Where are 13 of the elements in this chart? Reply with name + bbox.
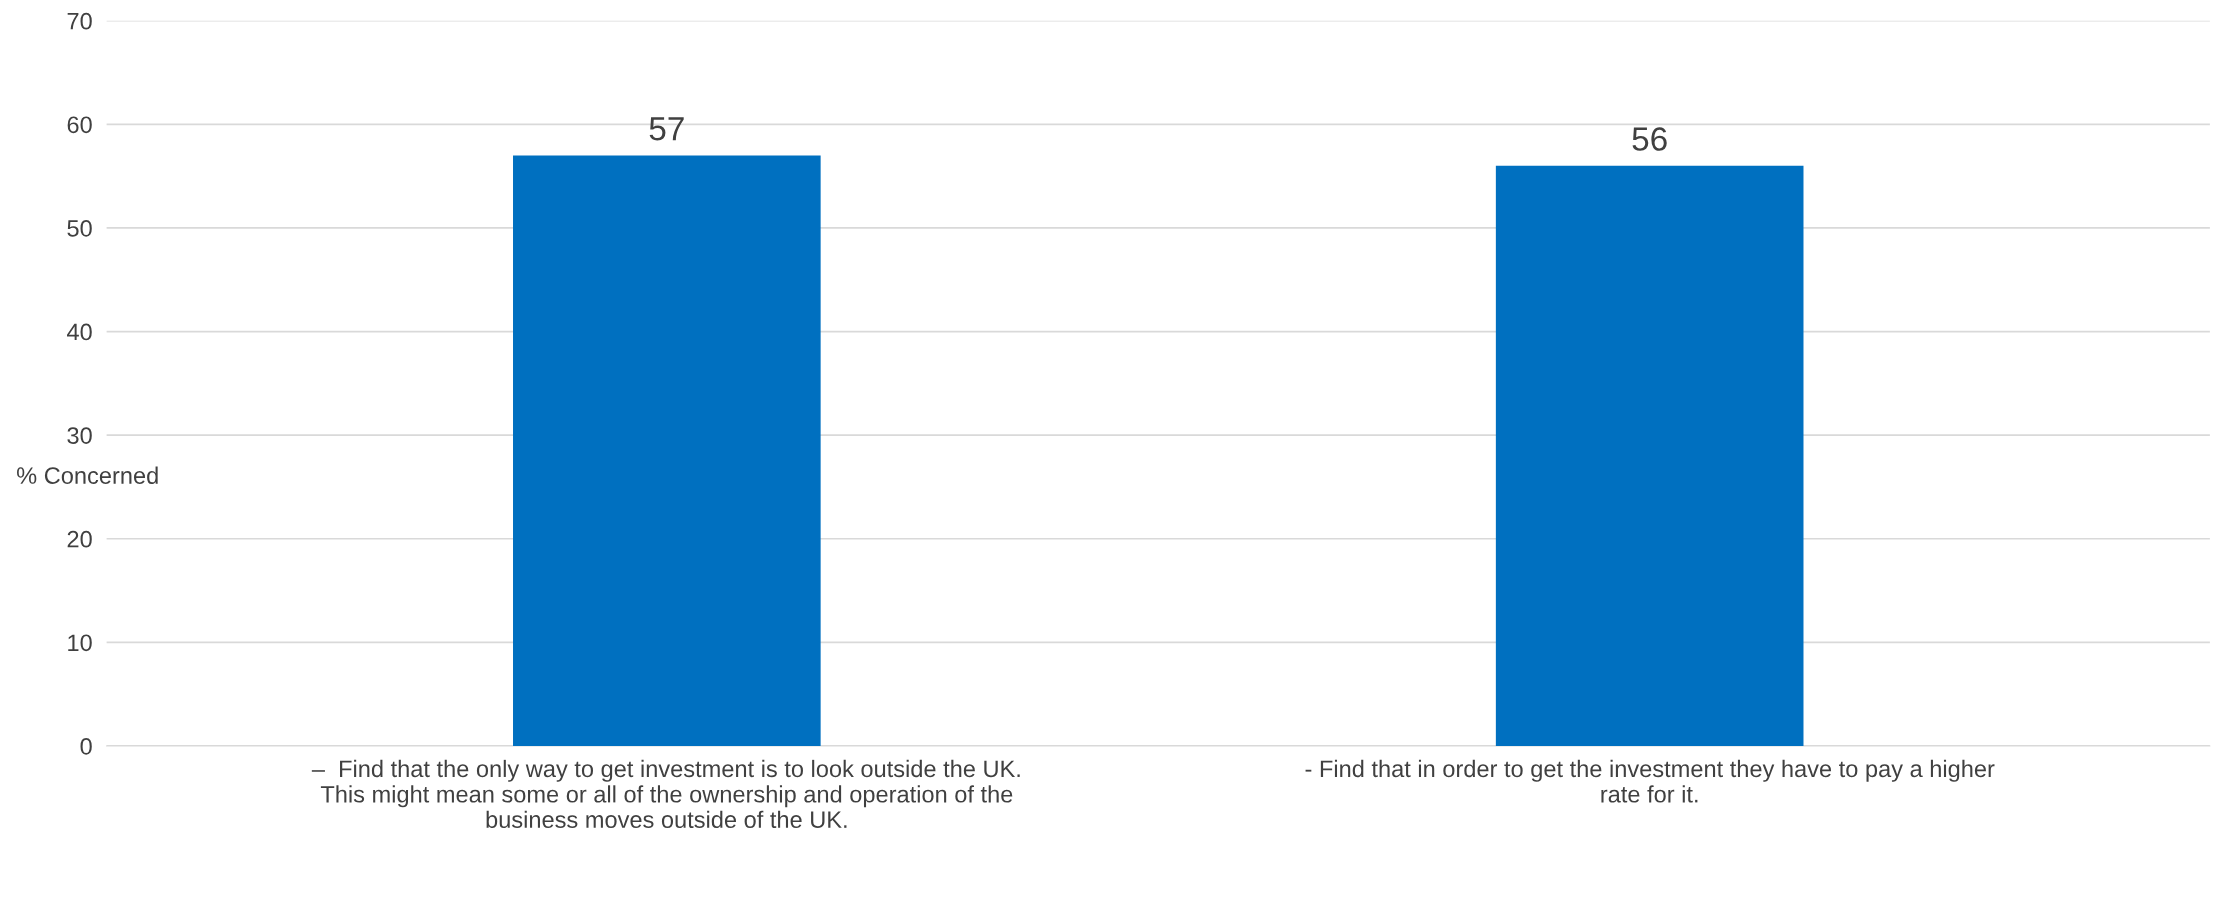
y-tick-label: 30 (67, 427, 92, 444)
y-tick-label: 20 (67, 530, 92, 548)
y-tick-label: 0 (80, 738, 92, 755)
x-tick-label: – Find that the only way to get investment is to look outside the UK. This might mean some or all of the ownership and operation of the business moves outside of the UK. (311, 759, 1020, 829)
y-tick-label: 40 (67, 323, 92, 341)
y-tick-label: 50 (67, 220, 92, 237)
y-tick-label: 10 (68, 634, 92, 652)
data-label: 56 (1632, 127, 1667, 151)
y-tick-label: 70 (67, 12, 92, 30)
y-axis-title: % Concerned (17, 466, 158, 484)
x-tick-label: - Find that in order to get the investment they have to pay a higher rate for it. (1305, 759, 1995, 803)
y-tick-label: 60 (67, 116, 92, 134)
data-label: 57 (649, 117, 684, 141)
